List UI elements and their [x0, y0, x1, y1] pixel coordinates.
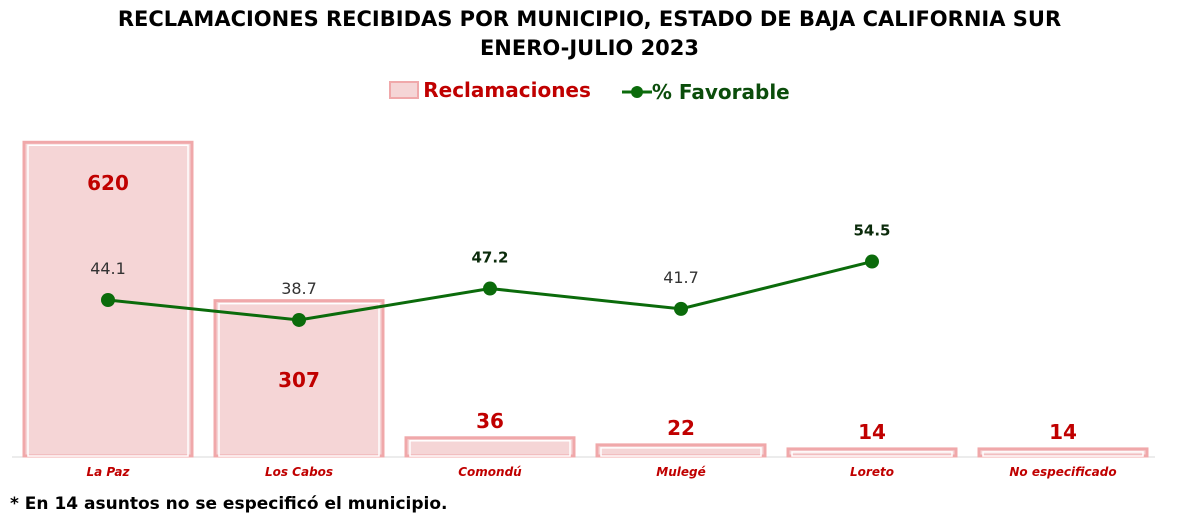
legend-label: Reclamaciones: [423, 78, 591, 102]
legend-item-reclamaciones: Reclamaciones: [389, 78, 591, 102]
line-point: [101, 293, 115, 307]
bar-value-label: 620: [87, 171, 129, 195]
line-value-label: 41.7: [663, 268, 699, 287]
line-value-label: 44.1: [90, 259, 126, 278]
x-tick-label: Los Cabos: [265, 465, 333, 479]
line-point: [483, 281, 497, 296]
bar: [595, 443, 767, 458]
footnote: * En 14 asuntos no se especificó el muni…: [10, 494, 448, 514]
legend-item-favorable: % Favorable: [621, 80, 790, 104]
bar-highlight: [218, 302, 380, 457]
x-tick-label: Comondú: [458, 465, 522, 479]
line-value-label: 38.7: [281, 279, 317, 298]
bar-highlight: [27, 144, 189, 457]
chart-subtitle: ENERO-JULIO 2023: [479, 36, 700, 60]
line-point: [865, 254, 879, 269]
line-value-label: 54.5: [853, 222, 890, 240]
line-point: [292, 312, 306, 327]
x-tick-label: Mulegé: [656, 465, 705, 479]
bar-highlight: [982, 451, 1144, 457]
legend-bar-swatch: [389, 81, 420, 99]
line-value-label: 47.2: [471, 249, 508, 267]
bar-value-label: 14: [1049, 420, 1077, 444]
bar-value-label: 36: [476, 409, 504, 433]
chart-title: RECLAMACIONES RECIBIDAS POR MUNICIPIO, E…: [117, 7, 1062, 31]
x-tick-label: Loreto: [850, 465, 894, 479]
legend-label: % Favorable: [651, 80, 790, 104]
x-tick-label: No especificado: [1009, 465, 1116, 479]
bar-value-label: 22: [667, 416, 695, 440]
bar-highlight: [409, 440, 571, 457]
bar-value-label: 14: [858, 420, 886, 444]
x-tick-label: La Paz: [86, 465, 130, 479]
line-point: [674, 301, 688, 316]
plot-area: 620 La Paz 307 Los Cabos 36 Comondú 22 Mulegé 14…: [12, 140, 1155, 479]
bar-value-label: 307: [278, 368, 320, 392]
bar-highlight: [791, 451, 953, 457]
bar-highlight: [600, 447, 762, 457]
legend: Reclamaciones % Favorable: [0, 78, 1179, 104]
legend-line-marker: [621, 86, 652, 98]
